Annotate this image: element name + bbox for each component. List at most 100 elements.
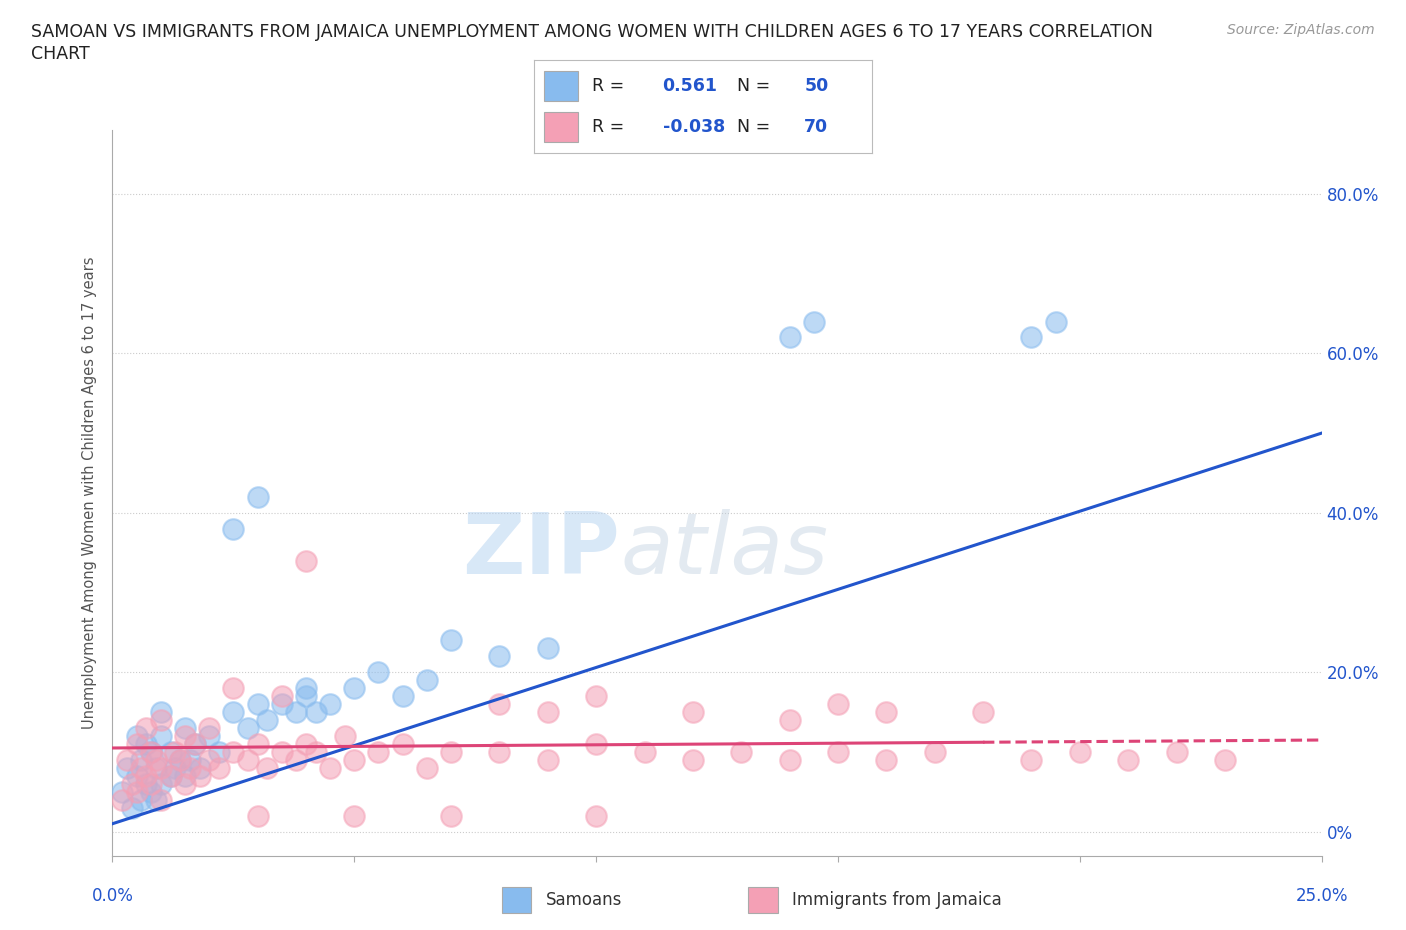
Point [367, 745, 389, 760]
Point [1213, 752, 1236, 767]
Point [488, 697, 510, 711]
Point [188, 768, 211, 783]
Point [270, 745, 292, 760]
Point [169, 752, 191, 767]
Point [333, 728, 356, 743]
Point [682, 752, 704, 767]
Point [165, 761, 187, 776]
Point [208, 745, 231, 760]
Point [924, 745, 946, 760]
Point [343, 681, 366, 696]
Point [198, 752, 221, 767]
Point [875, 752, 897, 767]
Point [585, 808, 607, 823]
Point [779, 752, 801, 767]
Point [537, 641, 560, 656]
Point [1069, 745, 1091, 760]
Point [367, 665, 389, 680]
Point [1116, 752, 1139, 767]
Point [295, 681, 318, 696]
FancyBboxPatch shape [502, 887, 531, 913]
Point [633, 745, 655, 760]
Text: R =: R = [592, 77, 630, 95]
Point [222, 705, 245, 720]
Point [1021, 752, 1043, 767]
Text: 0.561: 0.561 [662, 77, 717, 95]
Point [141, 745, 163, 760]
Point [304, 745, 326, 760]
Point [183, 737, 205, 751]
Point [246, 489, 269, 504]
Point [391, 689, 413, 704]
Point [1021, 330, 1043, 345]
Point [135, 777, 157, 791]
Point [183, 737, 205, 751]
Point [1045, 314, 1067, 329]
Point [149, 705, 172, 720]
Point [488, 649, 510, 664]
Point [972, 705, 994, 720]
Point [131, 761, 153, 776]
FancyBboxPatch shape [544, 71, 578, 101]
Text: N =: N = [737, 77, 776, 95]
Point [149, 761, 172, 776]
Point [111, 784, 134, 799]
Point [440, 808, 463, 823]
Point [149, 777, 172, 791]
Point [730, 745, 752, 760]
Text: CHART: CHART [31, 45, 90, 62]
Text: Source: ZipAtlas.com: Source: ZipAtlas.com [1227, 23, 1375, 37]
Point [198, 721, 221, 736]
Point [208, 761, 231, 776]
Text: atlas: atlas [620, 510, 828, 592]
Point [488, 745, 510, 760]
Point [416, 761, 439, 776]
Point [179, 752, 201, 767]
Point [295, 737, 318, 751]
Point [111, 792, 134, 807]
Text: -0.038: -0.038 [662, 118, 724, 136]
Point [779, 330, 801, 345]
Point [159, 768, 181, 783]
Point [236, 752, 259, 767]
Point [295, 689, 318, 704]
Point [125, 737, 148, 751]
Point [141, 745, 163, 760]
Point [174, 728, 197, 743]
Point [135, 721, 157, 736]
Point [115, 761, 138, 776]
Point [391, 737, 413, 751]
Point [295, 553, 318, 568]
Text: Immigrants from Jamaica: Immigrants from Jamaica [793, 891, 1002, 910]
Point [115, 752, 138, 767]
Point [236, 721, 259, 736]
Point [440, 745, 463, 760]
Point [827, 745, 849, 760]
Point [285, 752, 308, 767]
Point [682, 705, 704, 720]
Point [343, 752, 366, 767]
Point [135, 737, 157, 751]
Point [585, 737, 607, 751]
Point [159, 745, 181, 760]
Point [440, 633, 463, 648]
Point [319, 761, 342, 776]
Text: 50: 50 [804, 77, 828, 95]
Point [121, 777, 143, 791]
Point [827, 697, 849, 711]
Point [149, 712, 172, 727]
Point [169, 752, 191, 767]
Point [149, 792, 172, 807]
Point [145, 761, 167, 776]
Point [174, 768, 197, 783]
Text: 0.0%: 0.0% [91, 887, 134, 906]
Point [131, 792, 153, 807]
Text: 25.0%: 25.0% [1295, 887, 1348, 906]
Point [141, 777, 163, 791]
Text: N =: N = [737, 118, 776, 136]
Point [145, 752, 167, 767]
FancyBboxPatch shape [544, 112, 578, 142]
Text: Samoans: Samoans [546, 891, 623, 910]
Point [803, 314, 825, 329]
Point [159, 768, 181, 783]
